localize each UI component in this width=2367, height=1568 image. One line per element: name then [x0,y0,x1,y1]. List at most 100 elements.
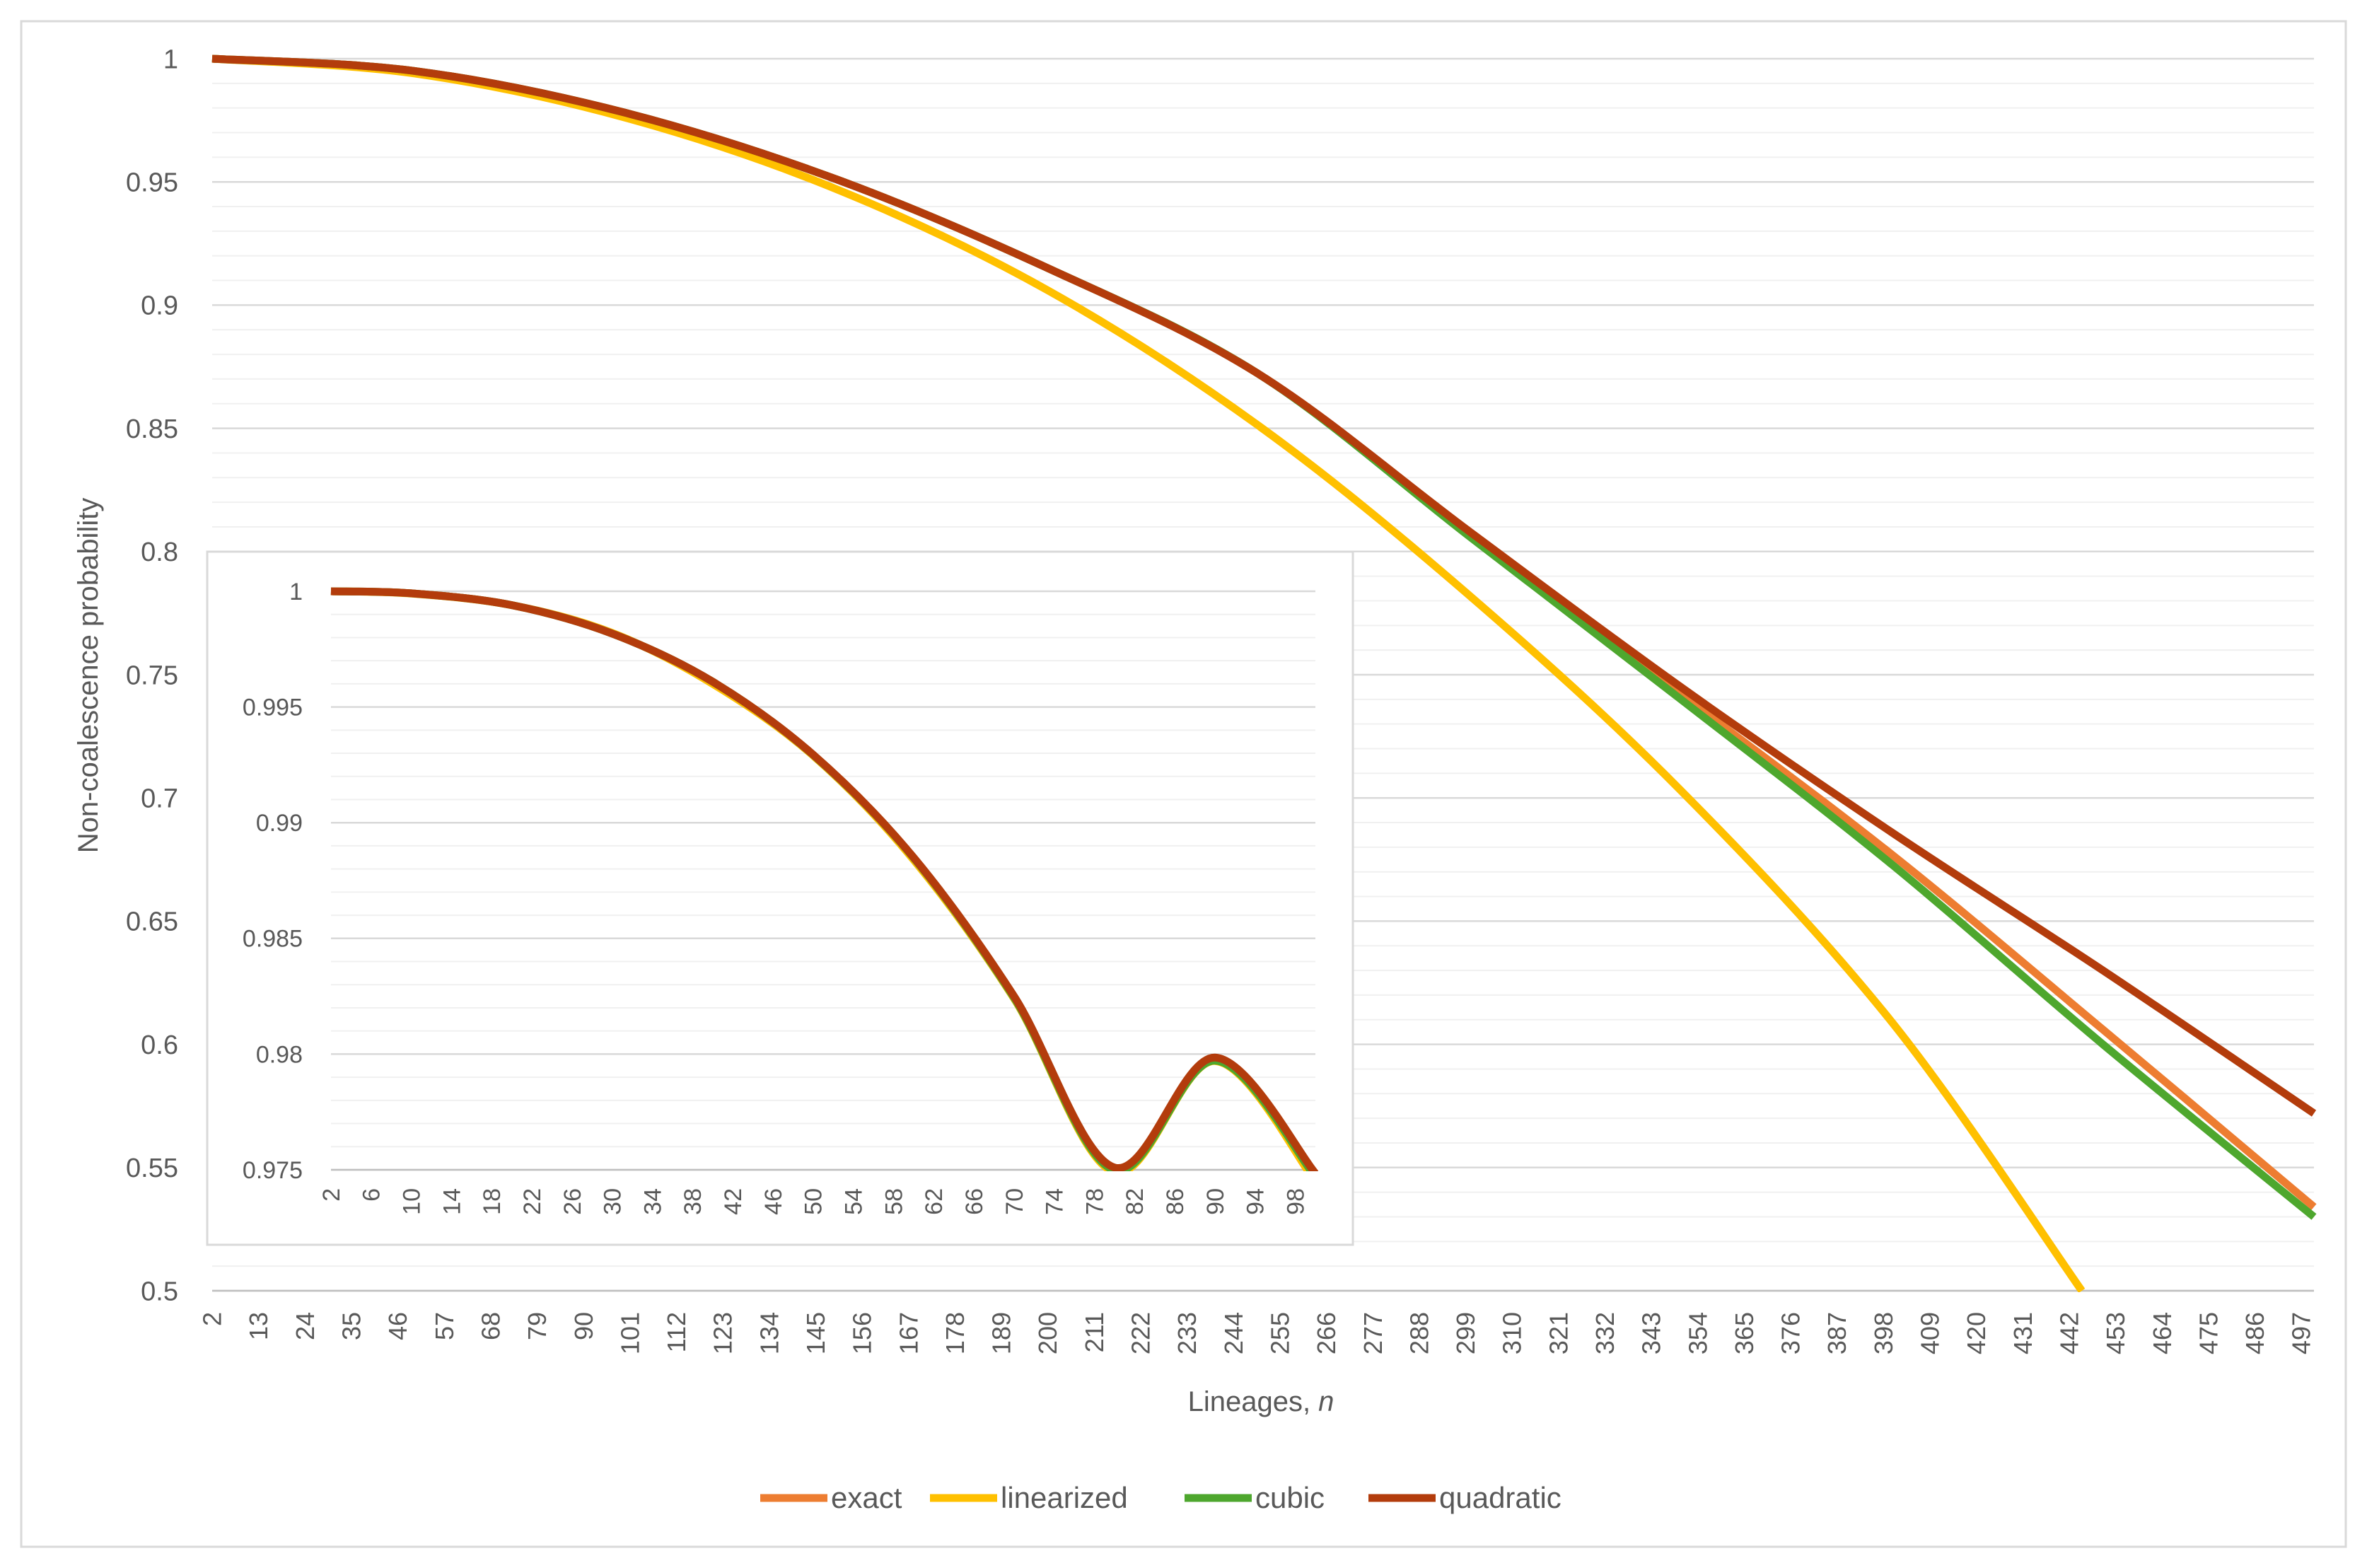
main-x-tick-label: 464 [2148,1312,2177,1354]
inset-y-tick-label: 0.995 [243,695,303,721]
legend-label-cubic: cubic [1255,1481,1325,1514]
main-x-tick-label: 442 [2054,1312,2083,1354]
main-x-tick-labels: 2 13 24 35 46 57 68 79 90 101 112 123 134 145 156 167 17… [198,1312,2316,1354]
inset-x-tick-label: 90 [1202,1188,1229,1215]
main-x-tick-label: 134 [755,1312,784,1354]
main-x-tick-label: 145 [801,1312,830,1354]
main-x-tick-label: 409 [1916,1312,1945,1354]
legend: exact linearized cubic quadratic [760,1481,1561,1514]
inset-x-tick-label: 42 [720,1188,747,1215]
main-x-tick-label: 354 [1683,1312,1712,1354]
main-y-tick-label: 0.95 [126,168,178,198]
main-x-tick-label: 255 [1265,1312,1294,1354]
main-x-tick-label: 57 [430,1312,459,1340]
inset-series-quadratic [330,587,1319,1171]
legend-label-exact: exact [831,1481,902,1514]
main-x-tick-label: 376 [1776,1312,1805,1354]
inset-background [206,550,1354,1246]
main-x-tick-label: 46 [383,1312,412,1340]
main-x-tick-label: 497 [2287,1312,2316,1354]
inset-x-tick-label: 14 [438,1188,465,1215]
y-axis-label: Non-coalescence probability [73,498,104,854]
inset-x-tick-label: 66 [961,1188,988,1215]
inset-gridlines [331,590,1315,1171]
inset-x-tick-label: 22 [519,1188,546,1215]
main-x-tick-label: 244 [1219,1312,1248,1354]
inset-x-tick-labels: 2 6 10 14 18 22 26 30 34 38 42 46 50 54 58 62 66 70 74 78 82… [318,1188,1310,1215]
main-y-tick-label: 0.5 [141,1277,178,1306]
main-y-tick-label: 1 [163,45,178,74]
inset-x-tick-label: 74 [1042,1188,1069,1215]
inset-x-tick-label: 58 [880,1188,907,1215]
inset-x-tick-label: 2 [318,1188,345,1202]
inset-x-tick-label: 70 [1001,1188,1028,1215]
x-axis-label: Lineages, n [1188,1386,1334,1417]
x-axis-label-variable: n [1318,1386,1334,1417]
main-y-tick-label: 0.6 [141,1030,178,1060]
main-x-tick-label: 277 [1359,1312,1388,1354]
inset-x-tick-label: 18 [479,1188,506,1215]
inset-y-tick-label: 0.99 [256,810,303,837]
main-x-tick-label: 178 [941,1312,970,1354]
main-x-tick-label: 420 [1962,1312,1991,1354]
main-x-tick-label: 123 [709,1312,738,1354]
main-x-tick-label: 299 [1451,1312,1480,1354]
inset-x-tick-label: 62 [921,1188,948,1215]
inset-x-tick-label: 30 [600,1188,627,1215]
main-y-tick-label: 0.85 [126,414,178,444]
inset-x-tick-label: 94 [1243,1188,1269,1215]
main-x-tick-label: 2 [198,1312,227,1326]
main-x-tick-label: 112 [662,1312,691,1352]
inset-y-tick-label: 0.985 [243,926,303,953]
inset-x-tick-label: 50 [801,1188,827,1215]
main-x-tick-label: 233 [1173,1312,1202,1354]
main-x-tick-label: 266 [1312,1312,1341,1354]
legend-label-linearized: linearized [1001,1481,1128,1514]
main-y-tick-labels: 0.5 0.55 0.6 0.65 0.7 0.75 0.8 0.85 0.9 0.95 1 [126,45,178,1306]
main-y-tick-label: 0.55 [126,1154,178,1183]
main-y-tick-label: 0.65 [126,907,178,937]
main-x-tick-label: 101 [615,1312,644,1354]
x-axis-label-text: Lineages, [1188,1386,1319,1417]
main-x-tick-label: 343 [1637,1312,1666,1354]
main-x-tick-label: 398 [1869,1312,1898,1354]
main-x-tick-label: 90 [569,1312,598,1340]
inset-y-tick-label: 0.975 [243,1157,303,1184]
legend-label-quadratic: quadratic [1439,1481,1561,1514]
inset-x-tick-label: 82 [1122,1188,1148,1215]
main-x-tick-label: 24 [291,1312,320,1340]
main-x-tick-label: 156 [848,1312,877,1354]
main-x-tick-label: 211 [1080,1312,1109,1352]
main-x-tick-label: 13 [244,1312,273,1340]
main-x-tick-label: 475 [2194,1312,2223,1354]
main-x-tick-label: 35 [337,1312,366,1340]
main-x-tick-label: 431 [2008,1312,2037,1354]
inset-x-tick-label: 46 [760,1188,787,1215]
main-x-tick-label: 222 [1127,1312,1156,1354]
inset-y-tick-label: 0.98 [256,1041,303,1068]
main-x-tick-label: 310 [1498,1312,1527,1354]
main-x-tick-label: 486 [2240,1312,2269,1354]
main-y-tick-label: 0.9 [141,291,178,321]
inset-x-tick-label: 26 [559,1188,586,1215]
inset-x-tick-label: 54 [841,1188,868,1215]
inset-x-tick-label: 78 [1081,1188,1108,1215]
main-x-tick-label: 79 [523,1312,552,1340]
inset-x-tick-label: 10 [399,1188,426,1215]
inset-x-tick-label: 6 [359,1188,385,1202]
main-y-tick-label: 0.75 [126,661,178,690]
inset-x-tick-label: 34 [639,1188,666,1215]
inset-x-tick-label: 86 [1162,1188,1189,1215]
main-x-tick-label: 387 [1822,1312,1851,1354]
inset-y-tick-label: 1 [289,579,303,605]
main-x-tick-label: 200 [1033,1312,1062,1354]
main-y-tick-label: 0.8 [141,538,178,567]
inset-y-tick-labels: 0.975 0.98 0.985 0.99 0.995 1 [243,579,303,1184]
main-x-tick-label: 189 [987,1312,1016,1354]
main-y-tick-label: 0.7 [141,784,178,814]
main-series-group [211,54,2317,1292]
inset-series-group [330,587,1319,1171]
main-series-quadratic [211,54,2317,1117]
